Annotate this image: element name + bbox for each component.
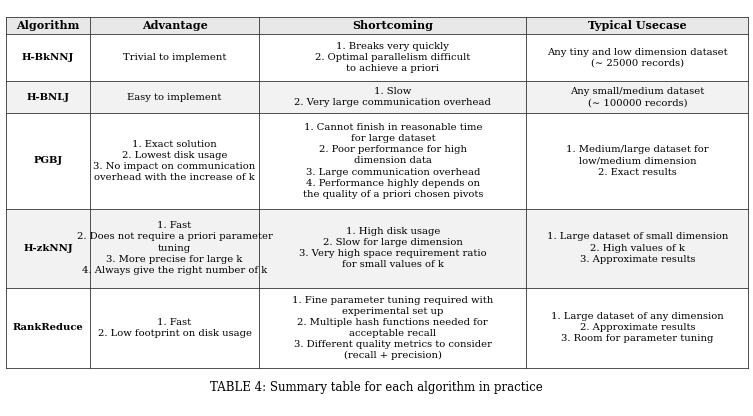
Text: Advantage: Advantage: [142, 20, 207, 31]
Bar: [259, 81, 526, 114]
Text: 1. Large dataset of any dimension
2. Approximate results
3. Room for parameter t: 1. Large dataset of any dimension 2. App…: [551, 312, 724, 344]
Text: 1. Large dataset of small dimension
2. High values of k
3. Approximate results: 1. Large dataset of small dimension 2. H…: [547, 233, 728, 264]
Text: 1. Fast
2. Low footprint on disk usage: 1. Fast 2. Low footprint on disk usage: [98, 318, 252, 338]
Text: 1. High disk usage
2. Slow for large dimension
3. Very high space requirement ra: 1. High disk usage 2. Slow for large dim…: [299, 227, 486, 269]
Bar: [90, 81, 259, 114]
Text: 1. Slow
2. Very large communication overhead: 1. Slow 2. Very large communication over…: [294, 87, 491, 107]
Text: Typical Usecase: Typical Usecase: [588, 20, 687, 31]
Text: Any tiny and low dimension dataset
(∼ 25000 records): Any tiny and low dimension dataset (∼ 25…: [547, 48, 728, 68]
Bar: [6, 81, 90, 114]
Bar: [259, 17, 526, 35]
Bar: [526, 17, 748, 35]
Text: Any small/medium dataset
(∼ 100000 records): Any small/medium dataset (∼ 100000 recor…: [570, 87, 705, 107]
Text: 1. Fine parameter tuning required with
experimental set up
2. Multiple hash func: 1. Fine parameter tuning required with e…: [292, 295, 493, 360]
Text: Trivial to implement: Trivial to implement: [123, 53, 226, 62]
Text: 1. Cannot finish in reasonable time
for large dataset
2. Poor performance for hi: 1. Cannot finish in reasonable time for …: [303, 123, 483, 199]
Text: H-BkNNJ: H-BkNNJ: [22, 53, 74, 62]
Text: Easy to implement: Easy to implement: [127, 93, 221, 102]
Text: 1. Breaks very quickly
2. Optimal parallelism difficult
to achieve a priori: 1. Breaks very quickly 2. Optimal parall…: [316, 42, 471, 73]
Text: 1. Exact solution
2. Lowest disk usage
3. No impact on communication
overhead wi: 1. Exact solution 2. Lowest disk usage 3…: [93, 140, 256, 182]
Text: H-BNLJ: H-BNLJ: [26, 93, 69, 102]
Text: Algorithm: Algorithm: [17, 20, 80, 31]
Text: H-zkNNJ: H-zkNNJ: [23, 243, 73, 253]
Bar: [90, 17, 259, 35]
Text: Shortcoming: Shortcoming: [352, 20, 433, 31]
Text: 1. Medium/large dataset for
low/medium dimension
2. Exact results: 1. Medium/large dataset for low/medium d…: [566, 145, 709, 176]
Text: TABLE 4: Summary table for each algorithm in practice: TABLE 4: Summary table for each algorith…: [210, 381, 543, 394]
Bar: [526, 81, 748, 114]
Text: 1. Fast
2. Does not require a priori parameter
tuning
3. More precise for large : 1. Fast 2. Does not require a priori par…: [77, 221, 273, 275]
Text: PGBJ: PGBJ: [33, 156, 62, 166]
Bar: [6, 17, 90, 35]
Text: RankReduce: RankReduce: [13, 323, 84, 332]
